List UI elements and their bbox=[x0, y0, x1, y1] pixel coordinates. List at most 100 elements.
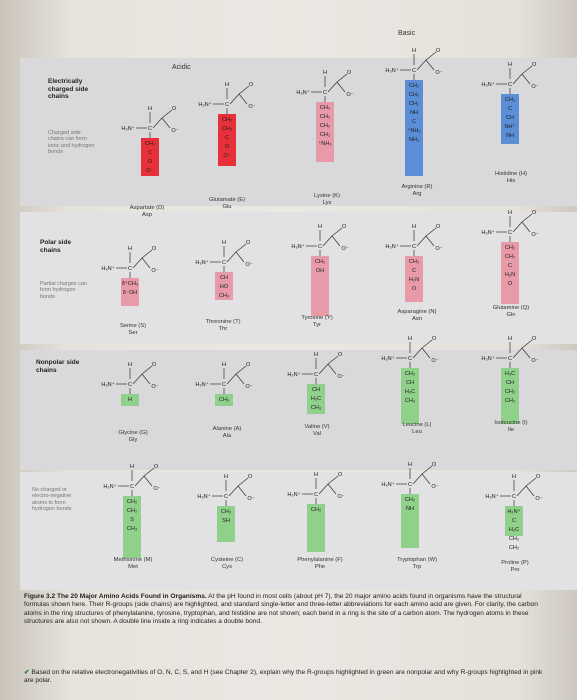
asn-side-chain-box bbox=[405, 256, 423, 302]
arg-bond-co-minus bbox=[425, 59, 435, 71]
asp-bond-carboxyl bbox=[152, 117, 163, 129]
phe-bond-co-minus bbox=[327, 483, 337, 495]
lys-carboxyl-o: O bbox=[347, 70, 352, 76]
pro-carboxyl-o: O bbox=[536, 474, 541, 480]
leu-atom-2: H₃C bbox=[405, 389, 415, 395]
val-alpha-h: H bbox=[314, 352, 318, 358]
leu-carboxyl-o-minus: O⁻ bbox=[431, 358, 438, 364]
gly-alpha-h: H bbox=[128, 362, 132, 368]
trp-atom-0: CH₂ bbox=[405, 497, 415, 503]
trp-atom-1: NH bbox=[406, 506, 414, 512]
cys-bond-co-minus bbox=[237, 485, 247, 497]
asn-carboxyl-o: O bbox=[436, 224, 441, 230]
trp-side-chain-box bbox=[401, 494, 419, 548]
asp-atom-3: O⁻ bbox=[146, 168, 153, 174]
met-atom-2: S bbox=[130, 517, 134, 523]
checkmark-icon: ✔ bbox=[24, 669, 30, 676]
row-note-no-hbond: No charged or electro-negative atoms to … bbox=[32, 487, 72, 513]
lys-atom-1: CH₂ bbox=[320, 114, 330, 120]
ile-atom-3: CH₃ bbox=[505, 398, 515, 404]
glu-alpha-c: C bbox=[225, 102, 229, 108]
lys-amine: H₃N⁺ bbox=[296, 89, 309, 96]
aa-label-trp: Tryptophan (W) Trp bbox=[396, 557, 438, 570]
tyr-carboxyl-o-minus: O⁻ bbox=[341, 246, 348, 252]
ala-amine: H₃N⁺ bbox=[195, 381, 208, 388]
val-bond-co bbox=[327, 355, 339, 365]
tyr-alpha-c: C bbox=[318, 244, 322, 250]
aa-label-ser: Serine (S) Ser bbox=[119, 323, 147, 336]
glu-atom-1: CH₂ bbox=[222, 126, 232, 132]
ser-bond-co-minus bbox=[141, 257, 151, 269]
tyr-alpha-h: H bbox=[318, 224, 322, 230]
gln-carboxyl-o-minus: O⁻ bbox=[531, 232, 538, 238]
gly-bond-co-minus bbox=[141, 373, 151, 385]
ile-side-chain-box bbox=[501, 368, 519, 424]
ile-carboxyl-o: O bbox=[532, 336, 537, 342]
met-carboxyl-o: O bbox=[154, 464, 159, 470]
gln-side-chain-box bbox=[501, 242, 519, 304]
asn-atom-0: CH₂ bbox=[409, 259, 419, 265]
phe-side-chain-box bbox=[307, 504, 325, 552]
trp-bond-co-minus bbox=[421, 473, 431, 485]
gly-bond-co bbox=[141, 365, 153, 375]
ser-bond-co bbox=[141, 249, 153, 259]
tyr-atom-1: OH bbox=[316, 268, 324, 274]
asn-atom-3: O bbox=[412, 286, 417, 292]
val-amine: H₃N⁺ bbox=[287, 371, 300, 378]
thr-bond-carboxyl bbox=[226, 251, 237, 263]
ile-atom-2: CH₂ bbox=[505, 389, 515, 395]
asp-bond-co bbox=[161, 109, 173, 119]
gln-bond-carboxyl bbox=[512, 221, 523, 233]
ser-amine: H₃N⁺ bbox=[101, 265, 114, 272]
thr-carboxyl-o: O bbox=[246, 240, 251, 246]
arg-bond-co bbox=[425, 51, 437, 61]
row-label-nonpolar: Nonpolar side chains bbox=[36, 359, 80, 374]
glu-atom-4: O⁻ bbox=[223, 153, 230, 159]
arg-atom-1: CH₂ bbox=[409, 92, 419, 98]
pro-bond-co-minus bbox=[525, 485, 535, 497]
met-atom-0: CH₂ bbox=[127, 499, 137, 505]
val-atom-1: H₃C bbox=[311, 396, 321, 402]
aa-label-glu: Glutamate (E) Glu bbox=[208, 197, 246, 210]
arg-carboxyl-o-minus: O⁻ bbox=[435, 70, 442, 76]
aa-label-tyr: Tyrosine (Y) Tyr bbox=[301, 315, 333, 328]
ile-amine: H₃N⁺ bbox=[481, 355, 494, 362]
asp-carboxyl-o-minus: O⁻ bbox=[171, 128, 178, 134]
leu-alpha-h: H bbox=[408, 336, 412, 342]
aa-label-met: Methionine (M) Met bbox=[113, 557, 153, 570]
aa-label-pro: Proline (P) Pro bbox=[501, 560, 529, 573]
arg-atom-2: CH₂ bbox=[409, 101, 419, 107]
pro-alpha-h: H bbox=[512, 474, 516, 480]
glu-atom-0: CH₂ bbox=[222, 117, 232, 123]
ile-atom-0: H₃C bbox=[505, 371, 515, 377]
ser-atom-0: δ⁺CH₂ bbox=[122, 280, 138, 287]
ala-alpha-h: H bbox=[222, 362, 226, 368]
arg-atom-0: CH₂ bbox=[409, 83, 419, 89]
cys-carboxyl-o-minus: O⁻ bbox=[247, 496, 254, 502]
leu-side-chain-box bbox=[401, 368, 419, 424]
asp-side-chain-box bbox=[141, 138, 159, 176]
aa-label-lys: Lysine (K) Lys bbox=[314, 193, 340, 206]
ile-atom-1: CH bbox=[506, 380, 514, 386]
asp-carboxyl-o: O bbox=[172, 106, 177, 112]
ile-alpha-h: H bbox=[508, 336, 512, 342]
ser-carboxyl-o-minus: O⁻ bbox=[151, 268, 158, 274]
met-atom-1: CH₂ bbox=[127, 508, 137, 514]
gly-atom-0: H bbox=[128, 397, 132, 403]
lys-alpha-c: C bbox=[323, 90, 327, 96]
aa-label-asn: Asparagine (N) Asn bbox=[397, 309, 437, 322]
ser-side-chain-box bbox=[121, 278, 139, 306]
ser-alpha-c: C bbox=[128, 266, 132, 272]
lys-bond-co-minus bbox=[336, 81, 346, 93]
arg-atom-4: C bbox=[412, 119, 416, 125]
ile-bond-co-minus bbox=[521, 347, 531, 359]
asp-alpha-h: H bbox=[148, 106, 152, 112]
aa-label-ala: Alanine (A) Ala bbox=[212, 426, 242, 439]
ala-side-chain-box bbox=[215, 394, 233, 406]
trp-alpha-h: H bbox=[408, 462, 412, 468]
ala-atom-0: CH₃ bbox=[219, 397, 229, 403]
phe-bond-co bbox=[327, 475, 339, 485]
val-bond-carboxyl bbox=[318, 363, 329, 375]
lys-atom-2: CH₂ bbox=[320, 123, 330, 129]
